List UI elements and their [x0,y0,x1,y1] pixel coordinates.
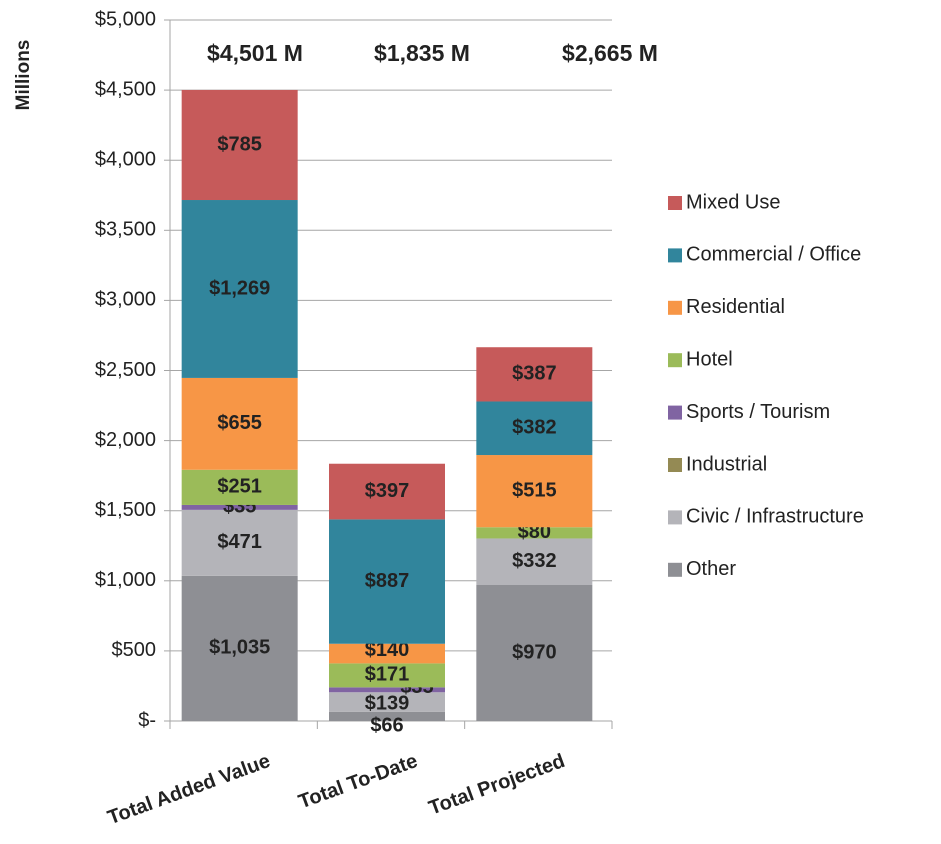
total-label: $1,835 M [374,40,470,66]
data-label: $397 [365,480,410,502]
bar-segment [181,504,298,510]
bar-segment [476,347,593,402]
x-tick-label: Total Projected [426,750,568,820]
bar-segment [476,538,593,586]
legend-swatch [668,562,682,577]
bar-segment [329,463,445,520]
data-label: $171 [365,664,410,686]
bar-segment [181,89,298,201]
legend-swatch [668,458,682,472]
y-tick-label: $1,000 [95,569,156,591]
legend-label: Commercial / Office [686,244,861,266]
data-label: $887 [365,570,410,592]
legend-swatch [668,196,682,210]
bar-segment [181,377,298,470]
bar-segment [329,692,445,712]
y-tick-label: $- [138,709,156,731]
y-tick-label: $3,500 [95,219,156,241]
bar-segment [476,401,593,456]
data-label: $332 [512,550,557,572]
bar-segment [329,643,445,664]
bar-segment [329,663,445,688]
bar-segment [476,527,593,539]
data-label: $66 [370,715,403,737]
legend-swatch [668,510,682,525]
legend-swatch [668,353,682,368]
data-label: $655 [217,412,262,434]
data-label: $139 [365,692,410,714]
bar-segment [476,585,593,721]
bar-segment [329,519,445,644]
total-label: $4,501 M [207,40,303,66]
y-tick-label: $500 [112,639,157,661]
y-tick-label: $2,000 [95,429,156,451]
y-axis-label: Millions [13,40,34,111]
legend-label: Mixed Use [686,191,780,213]
legend-label: Civic / Infrastructure [686,506,864,528]
data-label: $1,035 [209,637,270,659]
legend-label: Other [686,558,736,580]
legend-label: Industrial [686,453,767,475]
data-label: $471 [217,531,262,553]
y-tick-label: $5,000 [95,8,156,30]
legend-label: Sports / Tourism [686,401,830,423]
total-label: $2,665 M [562,40,658,66]
y-tick-label: $4,000 [95,148,156,170]
data-label: $140 [365,639,410,661]
legend-swatch [668,248,682,263]
legend-swatch [668,300,682,315]
data-label: $1,269 [209,277,270,299]
bar-segment [181,200,298,378]
y-tick-label: $3,000 [95,289,156,311]
bar-segment [476,455,593,528]
bar-segment [329,711,445,721]
y-tick-label: $2,500 [95,359,156,381]
x-tick-label: Total Added Value [105,750,273,829]
data-label: $785 [217,133,262,155]
bar-segment [181,469,298,505]
legend-swatch [668,405,682,420]
data-label: $382 [512,417,557,439]
legend-label: Residential [686,296,785,318]
y-tick-label: $4,500 [95,78,156,100]
x-tick-label: Total To-Date [296,750,421,813]
bar-segment [181,509,298,576]
data-label: $970 [512,641,557,663]
data-label: $387 [512,363,557,385]
bar-segment [181,575,298,721]
data-label: $515 [512,479,557,501]
legend-label: Hotel [686,348,733,370]
bar-segment [329,687,445,693]
y-tick-label: $1,500 [95,499,156,521]
data-label: $251 [217,476,262,498]
